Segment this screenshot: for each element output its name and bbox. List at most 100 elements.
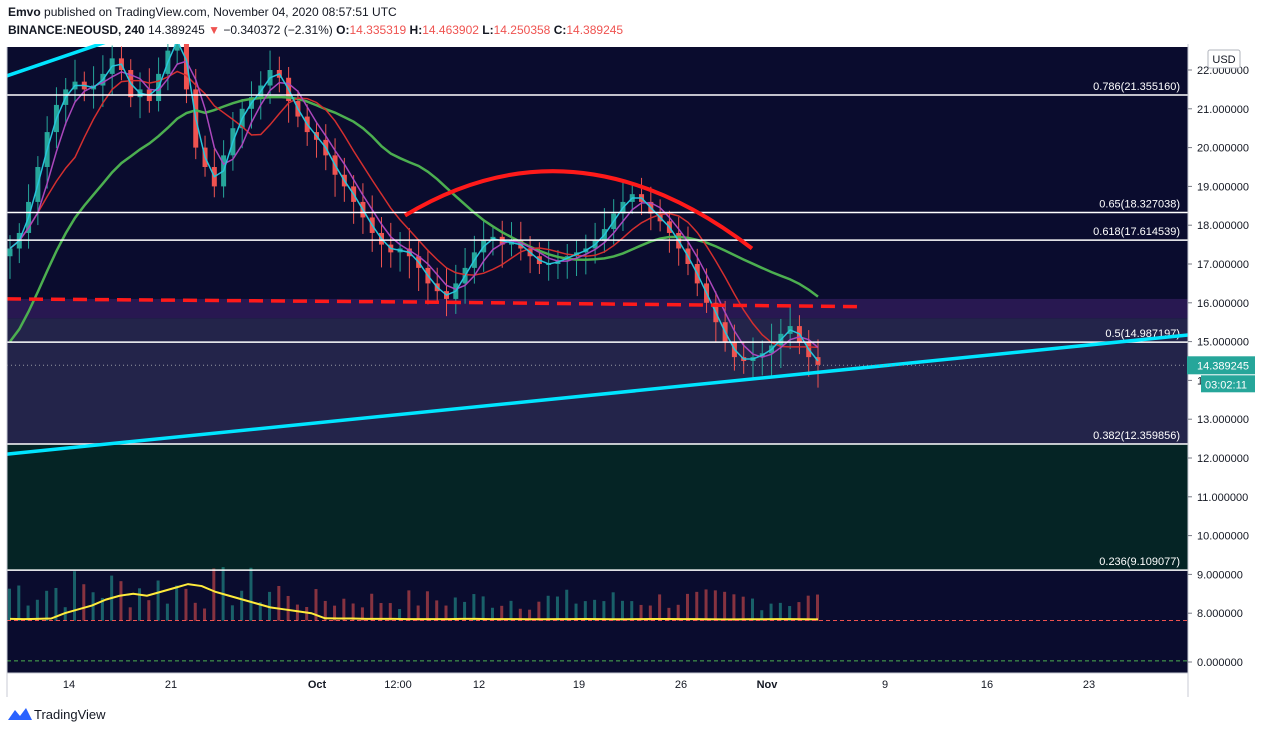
fib-zone-lower (7, 444, 1188, 571)
volume-bar (156, 580, 160, 621)
volume-ma-line (9, 583, 819, 621)
x-tick-label: 19 (573, 679, 585, 691)
volume-bar (193, 602, 197, 621)
open-value: 14.335319 (349, 23, 407, 37)
volume-bar (73, 571, 77, 621)
range-zone (7, 318, 1188, 445)
y-tick-label: 19.000000 (1197, 181, 1249, 193)
upper-trendline (6, 44, 106, 78)
x-tick-label: Oct (308, 679, 327, 691)
ema-red-line (9, 70, 819, 349)
volume-bar (648, 605, 652, 621)
author-name[interactable]: Emvo (8, 5, 41, 19)
volume-bar (286, 595, 290, 621)
volume-bar (323, 600, 327, 621)
volume-bar (184, 588, 188, 621)
x-tick-label: 14 (63, 679, 75, 691)
volume-bar (370, 593, 374, 621)
volume-bar (778, 602, 782, 621)
volume-bar (713, 590, 717, 621)
publish-info: Emvo published on TradingView.com, Novem… (8, 5, 397, 19)
currency-badge: USD (1207, 49, 1241, 69)
volume-bar (518, 608, 522, 621)
candle-body (7, 248, 13, 257)
volume-bar (509, 600, 513, 621)
volume-bar (379, 603, 383, 621)
volume-bar (230, 605, 234, 621)
volume-bar (704, 589, 708, 621)
support-dashed-line (6, 297, 863, 309)
y-tick-label: 18.000000 (1197, 220, 1249, 232)
y-tick-label: 0.000000 (1197, 657, 1243, 669)
price-tags: 14.389245 03:02:11 (7, 356, 1255, 393)
time-axis[interactable]: 14 21 Oct 12:00 12 19 26 Nov 9 16 23 (6, 47, 1188, 697)
y-tick-label: 9.000000 (1197, 569, 1243, 581)
last-price-box (1187, 356, 1255, 375)
volume-bar (472, 594, 476, 621)
fib-retracement[interactable]: 0.786(21.355160) 0.65(18.327038) 0.618(17.… (7, 81, 1188, 571)
currency-box (1207, 49, 1241, 69)
volume-bars (7, 567, 1188, 662)
published-text: published on TradingView.com, November 0… (44, 5, 397, 19)
volume-bar (314, 589, 318, 621)
volume-bar (100, 597, 104, 621)
fib-level-label: 0.382(12.359856) (1093, 430, 1180, 442)
volume-bar (342, 598, 346, 621)
last-price-tag: 14.389245 (1197, 360, 1249, 372)
volume-bar (667, 607, 671, 621)
tradingview-brand[interactable]: TradingView (34, 707, 106, 722)
open-label: O: (336, 23, 350, 37)
moving-averages (8, 44, 819, 362)
trendline-drawings[interactable] (6, 44, 1189, 456)
y-tick-label: 12.000000 (1197, 453, 1249, 465)
volume-bar (620, 600, 624, 621)
volume-bar (128, 607, 132, 621)
high-label: H: (409, 23, 423, 37)
low-value: 14.250358 (493, 23, 551, 37)
ema-slow-line (8, 95, 819, 343)
volume-bar (305, 607, 309, 621)
volume-bar (45, 590, 49, 621)
tradingview-logo-icon[interactable] (8, 706, 32, 722)
fib-level-label: 0.618(17.614539) (1093, 226, 1180, 238)
volume-bar (741, 596, 745, 621)
volume-bar (723, 591, 727, 621)
y-tick-label: 17.000000 (1197, 259, 1249, 271)
volume-bar (249, 567, 253, 621)
symbol-label[interactable]: BINANCE:NEOUSD, 240 (8, 23, 145, 37)
volume-bar (425, 591, 429, 621)
volume-bar (240, 590, 244, 621)
change-arrow-icon: ▼ (208, 23, 221, 37)
y-tick-label: 21.000000 (1197, 104, 1249, 116)
ema-mid-line (9, 60, 819, 358)
y-tick-label: 16.000000 (1197, 298, 1249, 310)
volume-bar (212, 568, 216, 621)
close-label: C: (553, 23, 567, 37)
y-tick-label: 10.000000 (1197, 531, 1249, 543)
volume-bar (583, 601, 587, 621)
candle-body (174, 44, 180, 51)
x-tick-label: 12:00 (384, 679, 412, 691)
fib-level-label: 0.786(21.355160) (1093, 81, 1180, 93)
ohlc-legend: BINANCE:NEOUSD, 240 14.389245 ▼ −0.34037… (8, 23, 623, 37)
volume-bar (203, 608, 207, 621)
volume-bar (416, 605, 420, 621)
candle-body (183, 44, 189, 90)
y-tick-label: 13.000000 (1197, 414, 1249, 426)
volume-bar (546, 595, 550, 621)
volume-bar (788, 606, 792, 621)
volume-bar (147, 600, 151, 621)
volume-bar (435, 600, 439, 621)
price-chart[interactable]: 0.786(21.355160) 0.65(18.327038) 0.618(17.… (0, 44, 1267, 697)
currency-label: USD (1212, 54, 1235, 66)
volume-bar (277, 585, 281, 621)
y-tick-label: 11.000000 (1197, 492, 1248, 504)
volume-bar (35, 599, 39, 621)
volume-bar (119, 581, 123, 621)
volume-bar (481, 596, 485, 621)
volume-bar (407, 590, 411, 621)
x-tick-label: 12 (473, 679, 485, 691)
volume-bar (17, 585, 21, 621)
volume-bar (574, 603, 578, 621)
volume-bar (8, 588, 11, 621)
